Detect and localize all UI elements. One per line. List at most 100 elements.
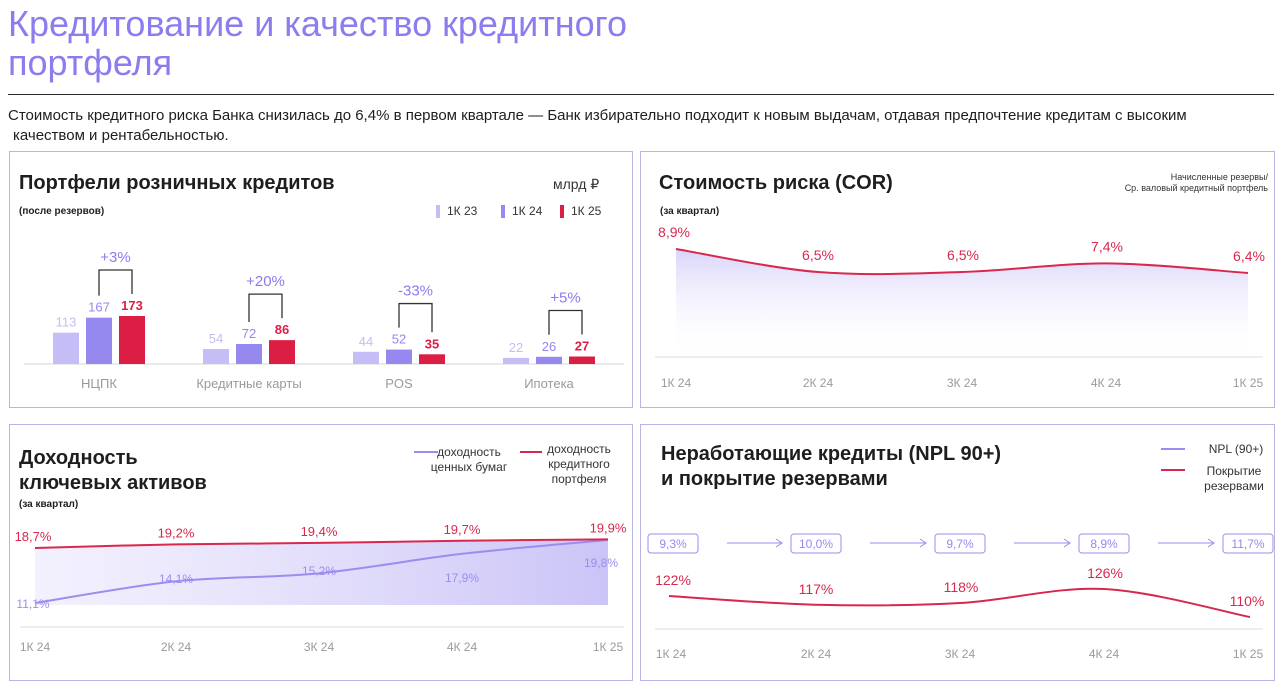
bar-value-1-2: 86 xyxy=(275,322,289,337)
npl-panel: Неработающие кредиты (NPL 90+) и покрыти… xyxy=(640,424,1275,681)
bar-2-2 xyxy=(419,354,445,364)
bar-1-2 xyxy=(269,340,295,364)
bar-3-0 xyxy=(503,357,529,364)
yield-loan-label-1: 19,2% xyxy=(158,525,195,540)
bar-value-0-0: 113 xyxy=(56,315,77,330)
yield-x-label-0: 1К 24 xyxy=(20,640,51,654)
bar-3-2 xyxy=(569,356,595,364)
yield-sec-label-3: 17,9% xyxy=(445,571,479,585)
npl-legend-coverage: Покрытие резервами xyxy=(1204,464,1264,493)
bar-0-2 xyxy=(119,316,145,364)
yield-panel: Доходность ключевых активов (за квартал)… xyxy=(9,424,633,681)
legend-1k25-label: 1К 25 xyxy=(571,204,602,218)
change-bracket-1 xyxy=(248,293,283,323)
bar-0-0 xyxy=(53,332,79,364)
retail-unit-label: млрд ₽ xyxy=(553,176,600,192)
cor-definition-line-1: Начисленные резервы/ xyxy=(1170,172,1268,182)
npl-x-label-2: 3К 24 xyxy=(945,647,976,661)
bar-0-1 xyxy=(86,317,112,364)
coverage-label-4: 110% xyxy=(1230,593,1265,609)
change-label-1: +20% xyxy=(246,273,285,290)
bar-value-2-1: 52 xyxy=(392,332,406,347)
cor-x-label-3: 4К 24 xyxy=(1091,376,1122,390)
legend-1k24-label: 1К 24 xyxy=(512,204,543,218)
npl-box-4 xyxy=(1222,533,1274,554)
yield-loans-line xyxy=(34,538,609,549)
cor-x-label-2: 3К 24 xyxy=(947,376,978,390)
cor-definition: Начисленные резервы/ Ср. валовый кредитн… xyxy=(1068,172,1268,194)
yield-loan-label-3: 19,7% xyxy=(444,522,481,537)
category-label-2: POS xyxy=(385,376,413,391)
subtitle-line-1: Стоимость кредитного риска Банка снизила… xyxy=(8,107,1187,124)
cor-line xyxy=(675,248,1249,276)
npl-arrow-head-3 xyxy=(1207,538,1215,548)
bar-value-3-1: 26 xyxy=(542,339,556,354)
npl-x-label-3: 4К 24 xyxy=(1089,647,1120,661)
coverage-label-1: 117% xyxy=(799,581,834,597)
change-bracket-2 xyxy=(398,302,433,333)
cor-panel-note: (за квартал) xyxy=(660,206,720,217)
retail-panel-note: (после резервов) xyxy=(19,206,105,217)
yield-sec-label-2: 15,2% xyxy=(302,564,336,578)
bar-2-0 xyxy=(353,351,379,364)
npl-value-1: 10,0% xyxy=(799,537,833,551)
yield-line-chart: 18,7% 19,2% 19,4% 19,7% 19,9% 11,1% 14,1% 15,2%… xyxy=(15,520,627,654)
yield-title-line-2: ключевых активов xyxy=(19,472,207,494)
bar-value-0-1: 167 xyxy=(88,300,110,315)
page-title: Кредитование и качество кредитного портф… xyxy=(8,3,627,83)
cor-x-label-1: 2К 24 xyxy=(803,376,834,390)
yield-panel-note: (за квартал) xyxy=(19,499,79,510)
bar-value-2-2: 35 xyxy=(425,336,439,351)
npl-panel-title: Неработающие кредиты (NPL 90+) и покрыти… xyxy=(661,442,1001,492)
page-subtitle: Стоимость кредитного риска Банка снизила… xyxy=(8,106,1268,146)
npl-x-label-4: 1К 25 xyxy=(1233,647,1264,661)
npl-title-line-1: Неработающие кредиты (NPL 90+) xyxy=(661,443,1002,465)
legend-1k25-swatch xyxy=(560,204,564,218)
cor-panel: Стоимость риска (COR) (за квартал) Начис… xyxy=(640,151,1275,408)
change-bracket-3 xyxy=(548,309,583,335)
yield-x-label-4: 1К 25 xyxy=(593,640,624,654)
npl-x-label-0: 1К 24 xyxy=(656,647,687,661)
yield-loan-label-2: 19,4% xyxy=(301,524,338,539)
yield-legend-securities: доходность ценных бумаг xyxy=(430,445,508,474)
yield-loan-label-4: 19,9% xyxy=(590,520,627,535)
npl-legend-npl: NPL (90+) xyxy=(1208,442,1264,456)
cor-x-label-0: 1К 24 xyxy=(661,376,692,390)
coverage-label-3: 126% xyxy=(1087,565,1123,581)
legend-1k24-swatch xyxy=(501,204,505,218)
npl-box-2 xyxy=(934,533,986,554)
npl-box-3 xyxy=(1078,533,1130,554)
npl-x-label-1: 2К 24 xyxy=(801,647,832,661)
yield-sec-label-4: 19,8% xyxy=(584,556,618,570)
npl-value-3: 8,9% xyxy=(1090,537,1118,551)
retail-portfolio-panel: Портфели розничных кредитов (после резер… xyxy=(9,151,633,408)
bar-2-1 xyxy=(386,349,412,364)
subtitle-line-2: качеством и рентабельностью. xyxy=(13,127,229,144)
coverage-label-0: 122% xyxy=(655,572,691,588)
category-label-1: Кредитные карты xyxy=(196,376,301,391)
yield-title-line-1: Доходность xyxy=(19,447,138,469)
cor-definition-line-2: Ср. валовый кредитный портфель xyxy=(1124,183,1268,193)
npl-value-4: 11,7% xyxy=(1231,537,1264,551)
npl-arrow-head-2 xyxy=(1063,538,1071,548)
legend-1k25: 1К 25 xyxy=(560,204,601,218)
cor-point-label-2: 6,5% xyxy=(947,247,979,263)
cor-point-label-3: 7,4% xyxy=(1091,238,1123,254)
npl-title-line-2: и покрытие резервами xyxy=(661,468,888,490)
yield-sec-label-1: 14,1% xyxy=(159,572,193,586)
bar-value-2-0: 44 xyxy=(359,334,373,349)
change-label-0: +3% xyxy=(100,249,130,266)
npl-box-1 xyxy=(790,533,842,554)
bar-3-1 xyxy=(536,356,562,364)
coverage-label-2: 118% xyxy=(944,579,979,595)
cor-point-label-0: 8,9% xyxy=(658,224,690,240)
cor-point-label-4: 6,4% xyxy=(1233,248,1265,264)
yield-x-label-3: 4К 24 xyxy=(447,640,478,654)
yield-sec-label-0: 11,1% xyxy=(16,597,49,611)
header-divider xyxy=(8,94,1274,95)
npl-arrow-head-1 xyxy=(919,538,927,548)
cor-point-label-1: 6,5% xyxy=(802,247,834,263)
legend-1k23: 1К 23 xyxy=(436,204,477,218)
legend-1k23-swatch xyxy=(436,204,440,218)
bar-value-1-1: 72 xyxy=(242,326,256,341)
